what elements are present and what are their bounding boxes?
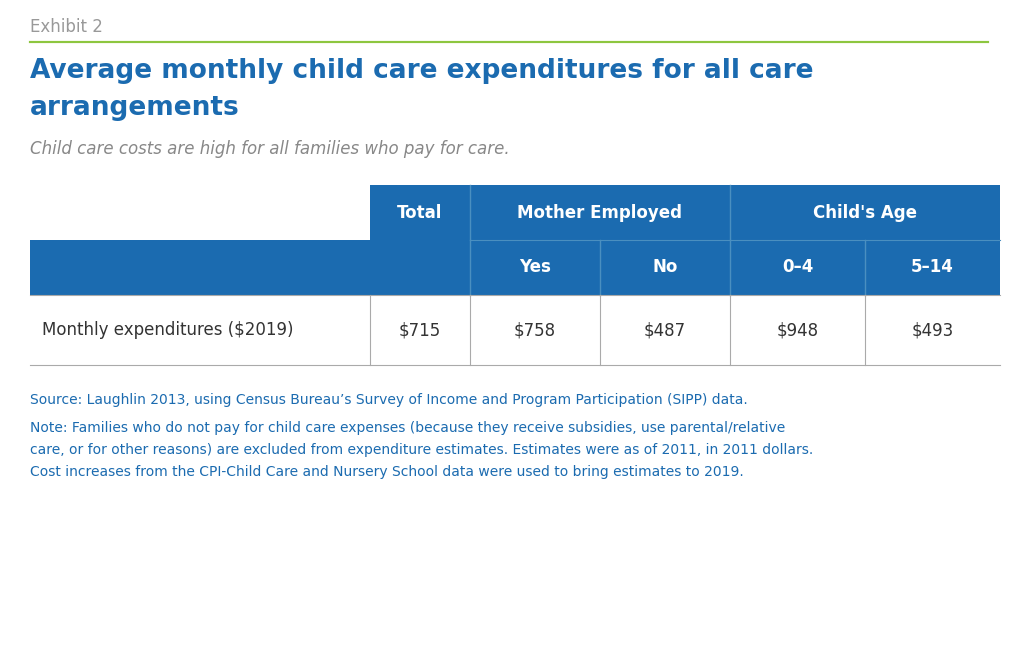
Text: Average monthly child care expenditures for all care: Average monthly child care expenditures …: [30, 58, 813, 84]
Text: 0–4: 0–4: [782, 258, 813, 277]
Text: Cost increases from the CPI-Child Care and Nursery School data were used to brin: Cost increases from the CPI-Child Care a…: [30, 465, 744, 479]
Text: Total: Total: [397, 204, 443, 221]
Text: $758: $758: [514, 321, 556, 339]
Text: $487: $487: [644, 321, 686, 339]
Text: Mother Employed: Mother Employed: [517, 204, 682, 221]
Text: $715: $715: [399, 321, 441, 339]
Text: Source: Laughlin 2013, using Census Bureau’s Survey of Income and Program Partic: Source: Laughlin 2013, using Census Bure…: [30, 393, 748, 407]
Text: Yes: Yes: [519, 258, 551, 277]
Text: Exhibit 2: Exhibit 2: [30, 18, 103, 36]
Text: Child care costs are high for all families who pay for care.: Child care costs are high for all famili…: [30, 140, 510, 158]
Text: Monthly expenditures ($2019): Monthly expenditures ($2019): [42, 321, 293, 339]
Text: $948: $948: [777, 321, 818, 339]
Text: 5–14: 5–14: [911, 258, 954, 277]
Text: care, or for other reasons) are excluded from expenditure estimates. Estimates w: care, or for other reasons) are excluded…: [30, 443, 813, 457]
Text: arrangements: arrangements: [30, 95, 240, 121]
Text: Child's Age: Child's Age: [813, 204, 917, 221]
Text: Note: Families who do not pay for child care expenses (because they receive subs: Note: Families who do not pay for child …: [30, 421, 785, 435]
Bar: [30, 240, 1000, 295]
Text: No: No: [653, 258, 678, 277]
Text: $493: $493: [911, 321, 954, 339]
Bar: [370, 185, 1000, 240]
